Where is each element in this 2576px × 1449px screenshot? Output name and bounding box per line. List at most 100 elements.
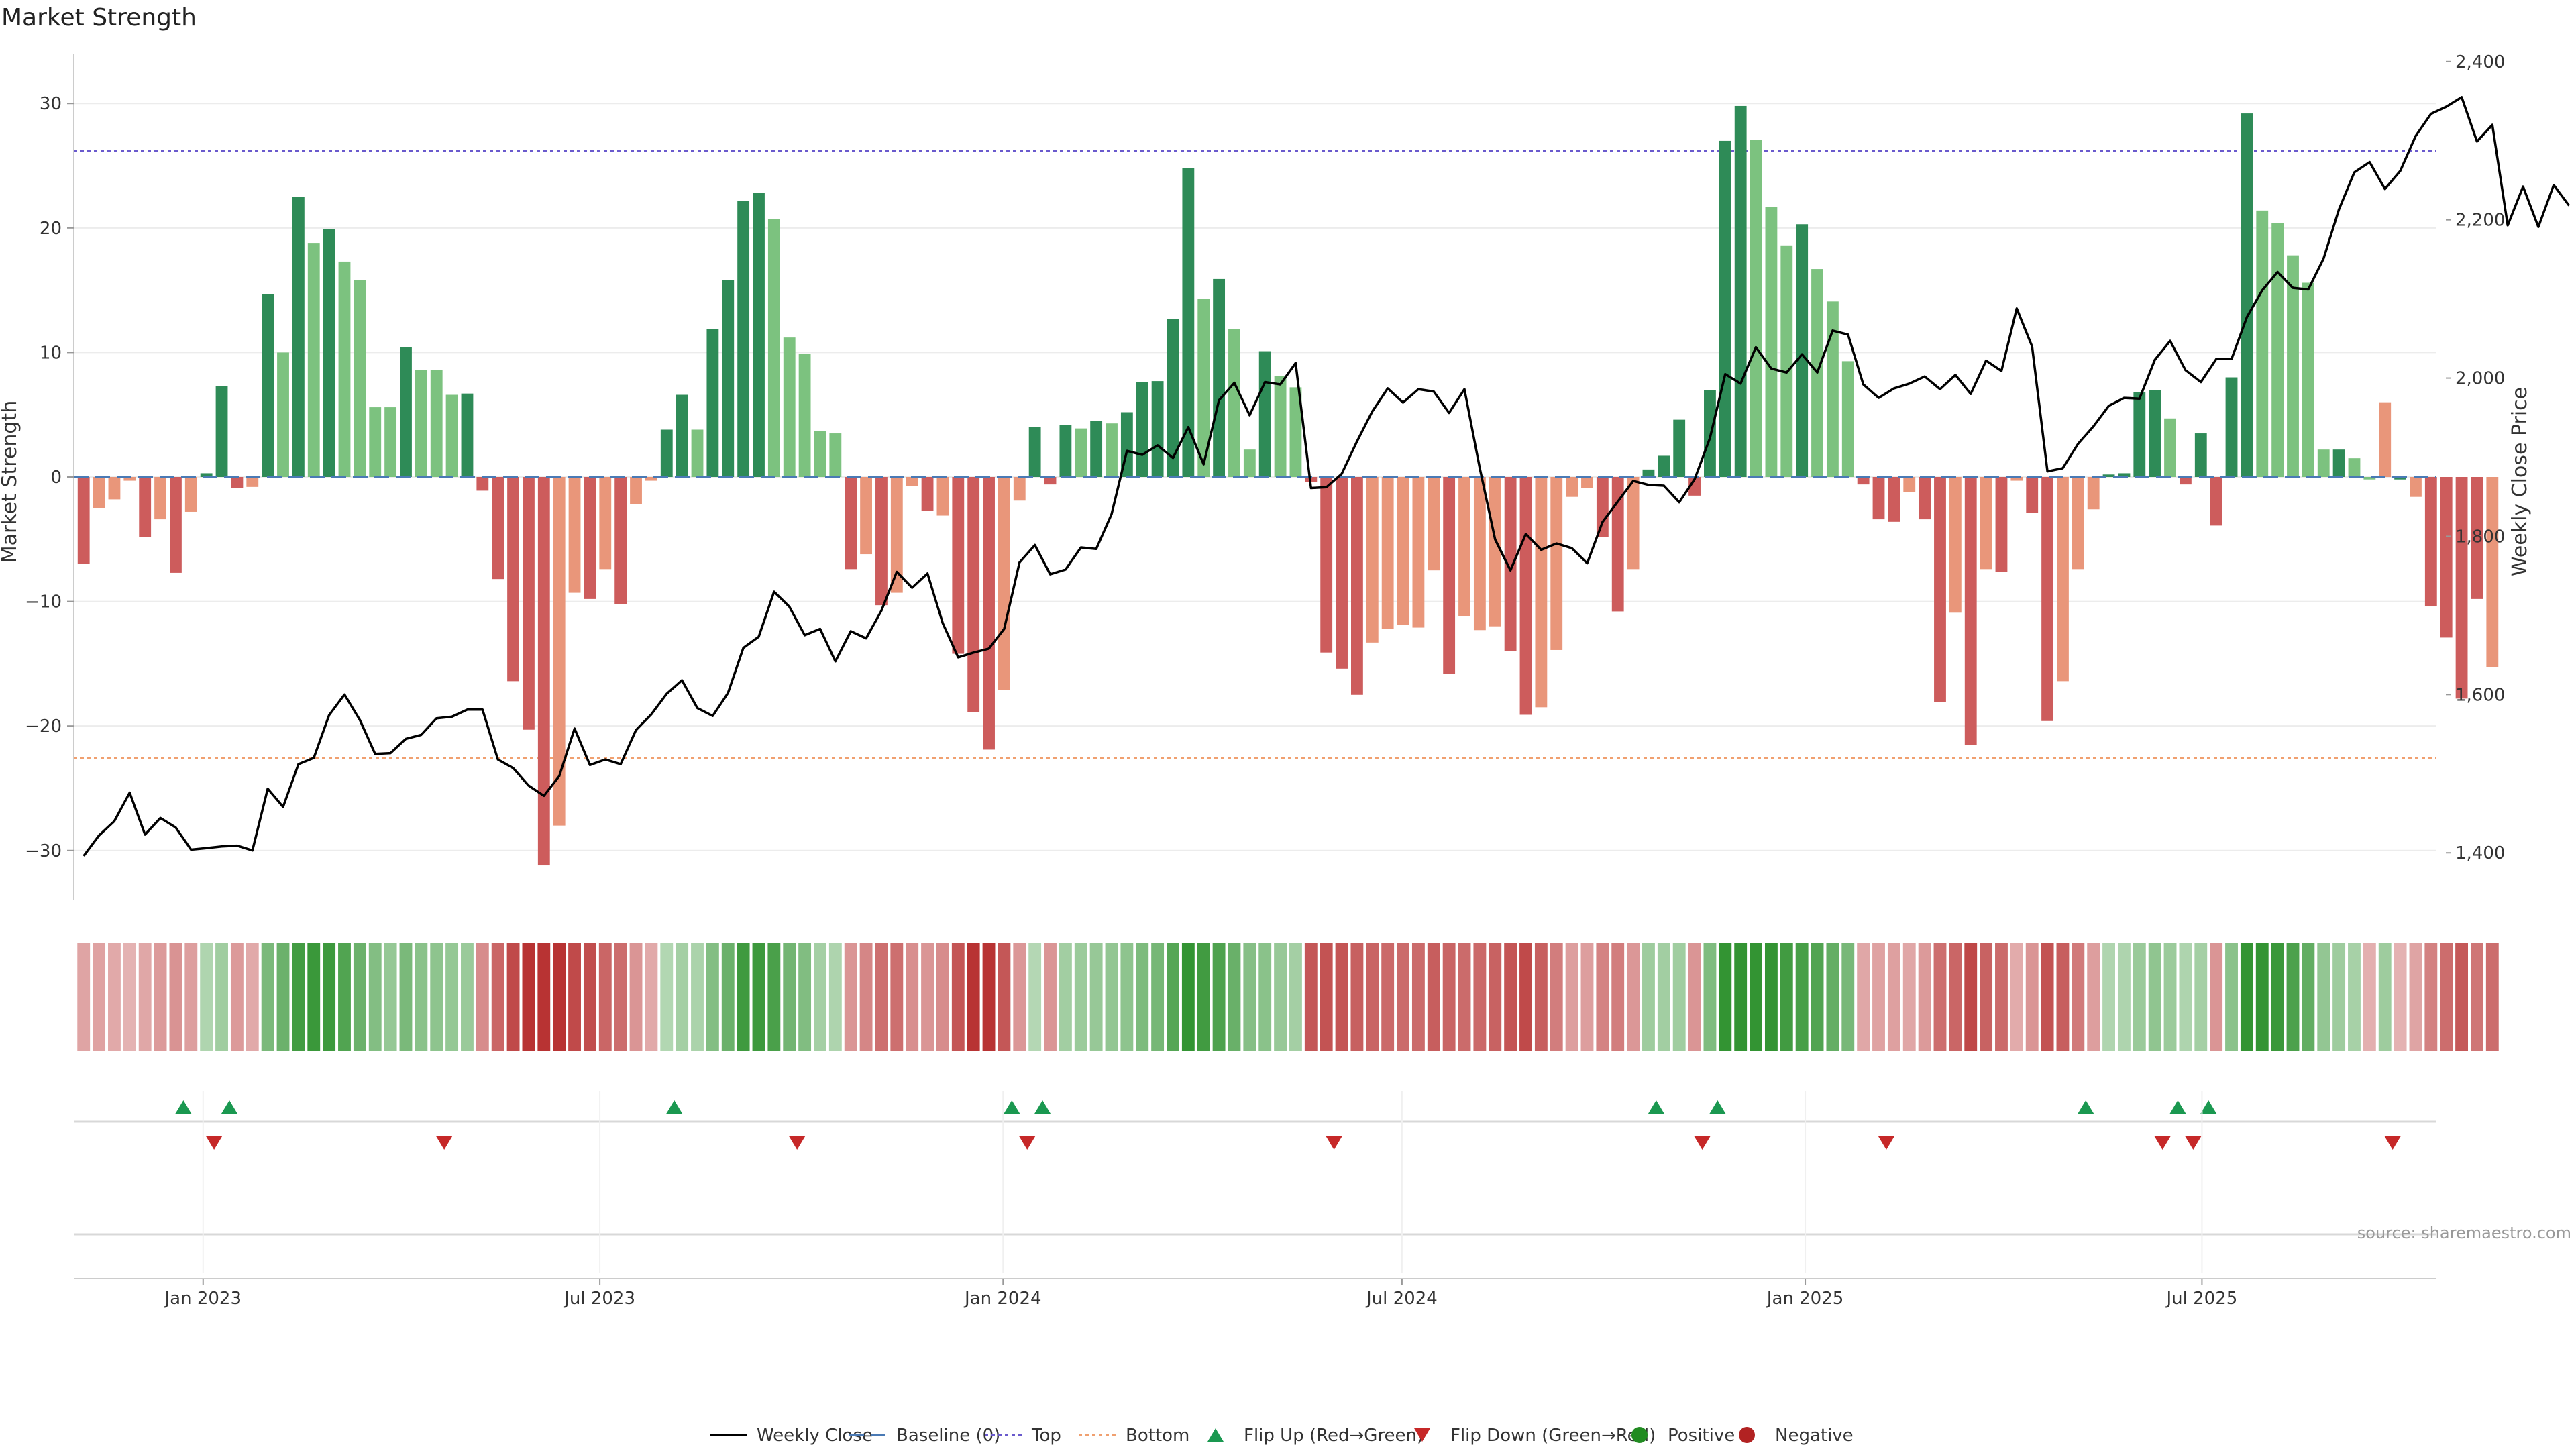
strength-bar [1197, 299, 1210, 477]
flip-up-icon [1709, 1100, 1726, 1114]
strength-bar [476, 477, 489, 491]
strength-bar [1090, 421, 1103, 477]
strength-bar [2072, 477, 2084, 570]
strength-bar [1075, 428, 1087, 477]
heat-cell [169, 943, 182, 1051]
heat-cell [936, 943, 949, 1051]
strength-bar [2225, 377, 2238, 477]
heat-cell [875, 943, 888, 1051]
strength-bar [1826, 301, 1839, 477]
heat-cell [2378, 943, 2392, 1051]
flip-up-icon [1004, 1100, 1020, 1114]
strength-bar [1228, 329, 1240, 477]
heat-cell [261, 943, 274, 1051]
heat-cell [1672, 943, 1686, 1051]
heat-cell [1688, 943, 1701, 1051]
heat-cell [1366, 943, 1379, 1051]
heat-cell [2317, 943, 2330, 1051]
strength-bar [2455, 477, 2468, 699]
heat-cell [1750, 943, 1762, 1051]
strength-bar [307, 243, 320, 477]
heat-cell [2348, 943, 2361, 1051]
strength-bar [384, 407, 397, 477]
legend-positive-dot [1631, 1427, 1648, 1443]
strength-bar [1888, 477, 1900, 522]
heat-cell [2072, 943, 2085, 1051]
heat-cell [982, 943, 996, 1051]
heat-cell [614, 943, 627, 1051]
legend-label: Positive [1668, 1426, 1735, 1446]
strength-bar [691, 429, 704, 477]
heat-cell [2210, 943, 2223, 1051]
heat-cell [108, 943, 121, 1051]
heat-cell [921, 943, 934, 1051]
heat-cell [1489, 943, 1502, 1051]
strength-bar [231, 477, 244, 488]
strength-bar [2057, 477, 2069, 682]
strength-bar [1780, 245, 1793, 477]
heat-cell [246, 943, 259, 1051]
y2-tick-label: 1,400 [2455, 843, 2505, 863]
strength-bar [77, 477, 90, 564]
heat-cell [1304, 943, 1318, 1051]
strength-bar [2194, 433, 2207, 477]
heat-cell [1381, 943, 1395, 1051]
strength-bar [845, 477, 857, 570]
strength-bar [1658, 455, 1670, 477]
strength-bar [2486, 477, 2499, 667]
heat-cell [1826, 943, 1839, 1051]
heat-cell [951, 943, 965, 1051]
strength-bar [1366, 477, 1379, 643]
legend-item: Flip Down (Green→Red) [1414, 1426, 1656, 1446]
strength-bar [2133, 392, 2146, 477]
heat-cell [1320, 943, 1333, 1051]
heat-cell [276, 943, 290, 1051]
heat-cell [2424, 943, 2438, 1051]
strength-bar [1596, 477, 1609, 537]
x-tick-label: Jul 2025 [2165, 1289, 2238, 1309]
heat-cell [1427, 943, 1440, 1051]
strength-bar [2256, 210, 2269, 477]
heat-cell [323, 943, 336, 1051]
heat-cell [2363, 943, 2376, 1051]
y-axis-label: Market Strength [0, 400, 21, 563]
strength-bar [783, 337, 796, 477]
y2-tick-label: 2,400 [2455, 52, 2505, 72]
strength-bar [1473, 477, 1486, 631]
flip-down-icon [206, 1136, 223, 1150]
heat-cell [1841, 943, 1855, 1051]
heat-cell [1949, 943, 1962, 1051]
heat-cell [1764, 943, 1778, 1051]
heat-cell [1519, 943, 1532, 1051]
strength-bar [1765, 207, 1778, 477]
strength-bar [2379, 402, 2392, 477]
strength-bar [537, 477, 550, 866]
heat-cell [890, 943, 904, 1051]
heat-cell [998, 943, 1011, 1051]
legend-negative-dot [1739, 1427, 1755, 1443]
strength-bar [952, 477, 965, 654]
heat-cell [1734, 943, 1748, 1051]
heat-cell [1964, 943, 1978, 1051]
strength-bar [1336, 477, 1348, 669]
strength-bar [1919, 477, 1931, 520]
heat-cell [123, 943, 136, 1051]
strength-bar [154, 477, 166, 520]
strength-bar [921, 477, 934, 511]
strength-bar [1934, 477, 1946, 702]
strength-bar [2271, 223, 2284, 477]
strength-bar [2118, 473, 2131, 477]
strength-bar [461, 393, 474, 477]
heat-cell [2163, 943, 2177, 1051]
strength-bar [890, 477, 903, 593]
strength-bar [568, 477, 581, 593]
heat-cell [844, 943, 857, 1051]
heat-cell [445, 943, 459, 1051]
heat-cell [2332, 943, 2346, 1051]
flip-up-icon [2200, 1100, 2217, 1114]
strength-bar [553, 477, 566, 826]
legend-label: Top [1031, 1426, 1061, 1446]
heat-cell [1120, 943, 1134, 1051]
strength-bar [1013, 477, 1026, 501]
heat-cell [1028, 943, 1042, 1051]
